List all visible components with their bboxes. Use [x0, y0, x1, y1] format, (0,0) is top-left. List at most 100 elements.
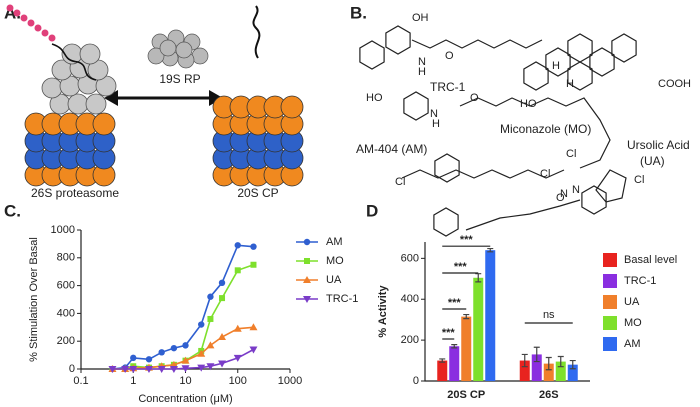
compound-name: Miconazole (MO): [500, 122, 591, 136]
structures: [359, 25, 637, 237]
point: [197, 364, 206, 372]
point: [121, 366, 130, 373]
point: [170, 344, 178, 352]
left-complex-label: 26S proteasome: [31, 186, 119, 200]
point: [145, 356, 153, 363]
panel-label: D: [366, 201, 378, 220]
y-tick-label: 200: [57, 335, 75, 347]
point: [233, 324, 242, 332]
error-bar: [439, 358, 446, 363]
point: [250, 261, 257, 268]
compound-name: (UA): [640, 154, 665, 168]
atom-label: H: [552, 60, 560, 72]
bar: [531, 354, 542, 381]
y-tick-label: 200: [401, 334, 419, 346]
regulatory-subunit: [85, 93, 107, 115]
y-tick-label: 600: [57, 280, 75, 292]
error-bar: [569, 359, 576, 370]
ring: [567, 33, 593, 63]
significance-label: ***: [460, 234, 474, 246]
bar: [567, 364, 578, 381]
point: [182, 342, 189, 349]
ubiquitin: [20, 14, 28, 22]
x-tick-label: 20S CP: [447, 389, 485, 401]
point: [218, 333, 227, 341]
regulatory-subunit: [175, 41, 193, 59]
atom-label: Cl: [395, 176, 405, 188]
legend-label: AM: [624, 338, 641, 350]
legend-swatch: [603, 337, 617, 351]
significance-label: ***: [448, 297, 462, 309]
y-axis-title: % Stimulation Over Basal: [28, 237, 40, 362]
point: [129, 366, 138, 373]
legend-label: TRC-1: [326, 293, 358, 305]
chain: [252, 5, 261, 59]
legend-label: AM: [326, 236, 343, 248]
point: [219, 295, 226, 302]
ubiquitin: [34, 24, 42, 32]
y-tick-label: 400: [57, 307, 75, 319]
chain: [411, 39, 543, 49]
ring: [403, 91, 429, 121]
x-tick-label: 100: [229, 375, 247, 387]
point: [197, 349, 206, 357]
bar: [449, 346, 460, 381]
point: [169, 366, 178, 373]
ring: [611, 33, 637, 63]
legend-label: MO: [326, 255, 344, 267]
ubiquitin: [41, 29, 49, 37]
y-tick-label: 400: [401, 293, 419, 305]
y-tick-label: 600: [401, 252, 419, 264]
regulatory-subunit: [147, 47, 165, 65]
legend-swatch: [603, 253, 617, 267]
atom-label: COOH: [658, 78, 691, 90]
point: [207, 293, 214, 300]
atom-label: N: [418, 56, 426, 68]
point: [233, 354, 242, 362]
atom-label: O: [470, 92, 479, 104]
x-tick-label: 1: [130, 375, 136, 387]
series-line: [112, 264, 254, 370]
compound-name: AM-404 (AM): [356, 142, 427, 156]
error-bar: [475, 273, 482, 283]
x-tick-label: 0.1: [73, 375, 88, 387]
ring: [581, 185, 607, 215]
atom-label: N: [430, 108, 438, 120]
ring: [595, 169, 627, 203]
chain: [459, 97, 611, 169]
panel-label: B.: [350, 3, 367, 22]
point: [249, 346, 258, 354]
atom-label: N: [560, 188, 568, 200]
ubiquitin: [27, 19, 35, 27]
error-bar: [463, 313, 470, 320]
atom-label: Cl: [540, 168, 550, 180]
error-bar: [521, 353, 528, 368]
legend-marker: [303, 276, 311, 283]
ubiquitin: [6, 4, 14, 12]
atom-label: OH: [412, 12, 429, 24]
bar: [555, 361, 566, 381]
substrate: [51, 43, 97, 81]
point: [130, 354, 137, 362]
point: [249, 323, 258, 331]
y-tick-label: 0: [413, 375, 419, 387]
compound-name: Ursolic Acid: [627, 138, 690, 152]
chain: [401, 169, 565, 179]
x-tick-label: 26S: [539, 389, 559, 401]
legend-label: UA: [624, 296, 640, 308]
point: [234, 267, 241, 274]
x-tick-label: 10: [179, 375, 191, 387]
ring: [523, 61, 549, 91]
error-bar: [451, 344, 458, 349]
y-tick-label: 800: [57, 252, 75, 264]
point: [218, 360, 227, 368]
point: [207, 315, 214, 322]
panel-label: C.: [4, 201, 21, 220]
point: [157, 366, 166, 373]
legend-swatch: [603, 316, 617, 330]
point: [250, 243, 257, 250]
point: [198, 321, 205, 328]
error-bar: [545, 356, 552, 371]
ring: [545, 47, 571, 77]
ring: [385, 25, 411, 55]
